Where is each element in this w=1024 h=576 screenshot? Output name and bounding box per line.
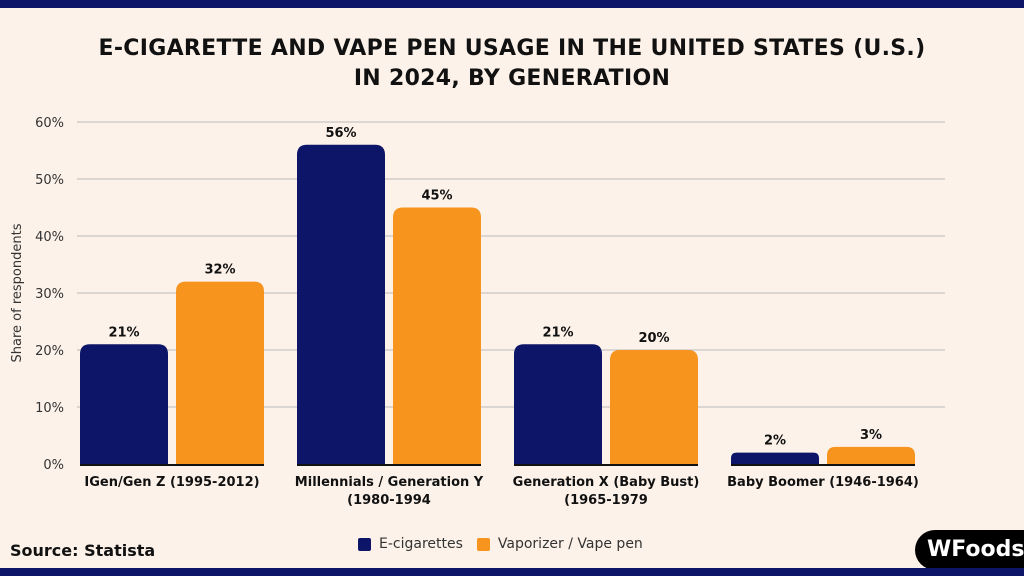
title-line-1: E-CIGARETTE AND VAPE PEN USAGE IN THE UN… [98,36,926,61]
source-text: Source: Statista [10,541,156,560]
legend-swatch-vape-pen [476,537,490,551]
y-axis-label: Share of respondents [10,223,25,362]
y-tick-label: 20% [35,344,64,359]
data-label: 56% [325,126,356,141]
legend-swatch-e-cigarettes [358,537,371,551]
y-tick-label: 60% [35,116,64,131]
data-label: 3% [860,428,882,443]
legend-label: E-cigarettes [379,536,463,552]
legend: E-cigarettes Vaporizer / Vape pen [358,536,657,552]
top-band [0,0,1024,8]
y-tick-label: 30% [35,287,64,302]
legend-item-vape-pen: Vaporizer / Vape pen [476,536,643,552]
bottom-band [0,568,1024,576]
bar-vape-pen [393,207,481,464]
bar-vape-pen [176,281,264,464]
x-tick-label: (1965-1979 [564,493,648,508]
y-tick-label: 40% [35,230,64,245]
data-label: 45% [421,189,452,204]
bar-vape-pen [827,446,915,464]
y-tick-label: 10% [35,401,64,416]
bar-e-cigarettes [514,344,602,464]
legend-label: Vaporizer / Vape pen [497,536,643,552]
data-label: 21% [108,325,139,340]
x-tick-label: Generation X (Baby Bust) [513,475,700,490]
bar-e-cigarettes [731,452,819,464]
wfoods-logo: WFoods [915,530,1024,570]
x-tick-label: IGen/Gen Z (1995-2012) [84,475,259,490]
bar-e-cigarettes [80,344,168,464]
bar-vape-pen [610,350,698,464]
y-tick-label: 0% [43,458,64,473]
data-label: 21% [542,325,573,340]
x-tick-label: Millennials / Generation Y [295,475,484,490]
x-tick-label: Baby Boomer (1946-1964) [727,475,919,490]
bar-e-cigarettes [297,144,385,465]
chart-title: E-CIGARETTE AND VAPE PEN USAGE IN THE UN… [0,34,1024,94]
data-label: 2% [764,434,786,449]
data-label: 32% [204,263,235,278]
y-tick-label: 50% [35,173,64,188]
x-tick-label: (1980-1994 [347,493,431,508]
title-line-2: IN 2024, BY GENERATION [353,66,671,91]
data-label: 20% [638,331,669,346]
legend-item-e-cigarettes: E-cigarettes [358,536,463,552]
